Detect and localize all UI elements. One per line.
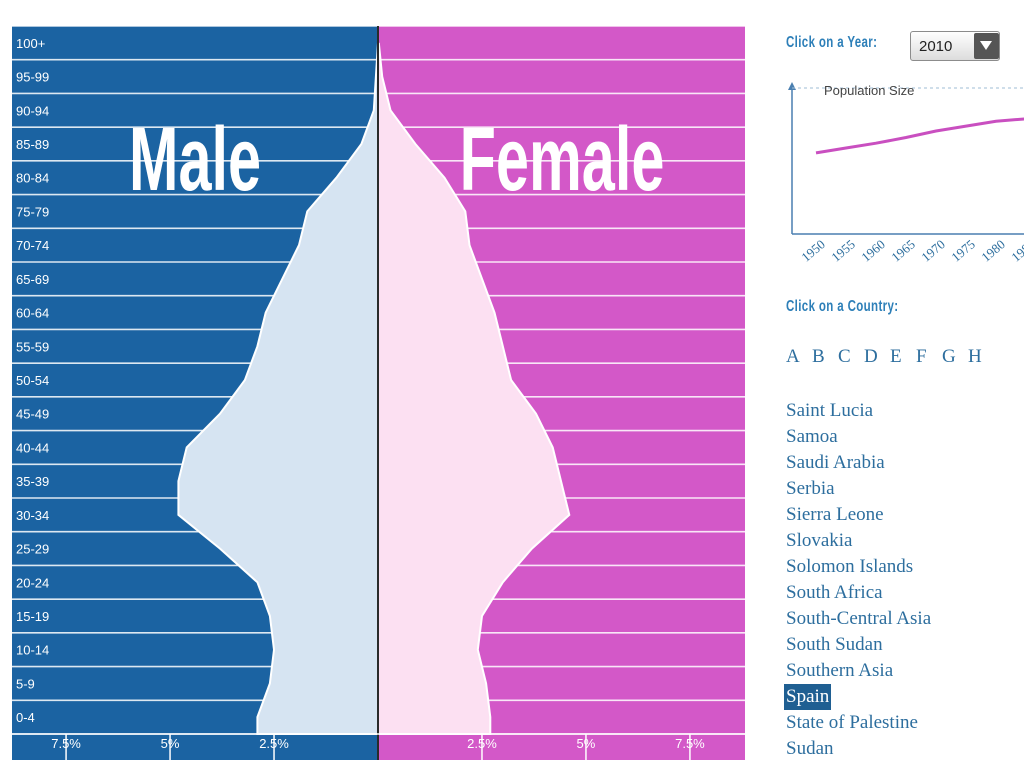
country-item-selected[interactable]: Spain — [784, 684, 832, 710]
age-group-label: 100+ — [16, 36, 45, 51]
country-list: Saint Lucia Samoa Saudi Arabia Serbia Sierra… — [784, 398, 933, 762]
country-item[interactable]: Sudan — [786, 738, 834, 759]
country-item[interactable]: South Africa — [786, 582, 883, 603]
year-tick-label: 1950 — [798, 236, 828, 264]
age-group-label: 10-14 — [16, 643, 49, 658]
age-group-label: 0-4 — [16, 710, 35, 725]
year-tick-label: 1975 — [948, 236, 978, 264]
dropdown-arrow-icon[interactable] — [973, 33, 999, 59]
line-chart-title: Population Size — [824, 83, 914, 98]
population-size-chart: Population Size 1950 1955 1960 1965 1970 1975… — [788, 82, 1024, 265]
letter-link[interactable]: D — [864, 346, 878, 367]
age-group-label: 40-44 — [16, 440, 49, 455]
letter-link[interactable]: G — [942, 346, 956, 367]
population-line — [815, 117, 1024, 155]
year-tick-labels: 195019551960196519701975198019851990 — [798, 236, 1024, 264]
country-item[interactable]: Saint Lucia — [786, 400, 874, 421]
female-population-area — [377, 42, 571, 735]
year-tick-label: 1985 — [1008, 236, 1024, 264]
x-axis-ticks: 7.5% 5% 2.5% 2.5% 5% 7.5% — [12, 733, 745, 760]
year-picker-label: Click on a Year: — [786, 34, 878, 51]
age-group-label: 80-84 — [16, 171, 49, 186]
age-group-label: 70-74 — [16, 238, 49, 253]
country-item[interactable]: Sierra Leone — [786, 504, 884, 525]
letter-link[interactable]: B — [812, 346, 825, 367]
year-select[interactable]: 2010 — [910, 31, 1000, 61]
age-group-label: 35-39 — [16, 474, 49, 489]
y-axis-arrow-icon — [788, 82, 796, 90]
country-item[interactable]: Slovakia — [786, 530, 853, 551]
country-item[interactable]: Southern Asia — [786, 660, 894, 681]
age-group-label: 20-24 — [16, 575, 49, 590]
year-tick-label: 1965 — [888, 236, 918, 264]
age-group-label: 85-89 — [16, 137, 49, 152]
age-group-label: 90-94 — [16, 103, 49, 118]
country-item[interactable]: Serbia — [786, 478, 835, 499]
age-group-label: 45-49 — [16, 407, 49, 422]
age-group-label: 65-69 — [16, 272, 49, 287]
male-population-area — [177, 42, 379, 735]
age-group-label: 60-64 — [16, 306, 49, 321]
age-group-label: 75-79 — [16, 204, 49, 219]
age-group-label: 15-19 — [16, 609, 49, 624]
country-item[interactable]: Saudi Arabia — [786, 452, 885, 473]
age-group-label: 30-34 — [16, 508, 49, 523]
female-label: Female — [460, 110, 665, 210]
year-tick-label: 1960 — [858, 236, 888, 264]
letter-link[interactable]: E — [890, 346, 902, 367]
country-item[interactable]: Solomon Islands — [786, 556, 914, 577]
x-tick-label: 5% — [161, 736, 180, 751]
age-group-label: 55-59 — [16, 339, 49, 354]
letter-link[interactable]: F — [916, 346, 927, 367]
x-tick-label: 7.5% — [51, 736, 81, 751]
country-item[interactable]: South-Central Asia — [786, 608, 932, 629]
country-item[interactable]: South Sudan — [786, 634, 883, 655]
male-label: Male — [129, 110, 261, 210]
x-tick-label: 2.5% — [259, 736, 289, 751]
age-group-label: 5-9 — [16, 676, 35, 691]
country-picker-label: Click on a Country: — [786, 298, 899, 315]
country-item[interactable]: Samoa — [786, 426, 838, 447]
age-group-label: 50-54 — [16, 373, 49, 388]
x-tick-label: 7.5% — [675, 736, 705, 751]
age-group-label: 95-99 — [16, 70, 49, 85]
age-group-labels: 100+ 95-99 90-94 85-89 80-84 75-79 70-74 65-69 6… — [16, 36, 49, 725]
country-item[interactable]: State of Palestine — [786, 712, 918, 733]
x-tick-label: 2.5% — [467, 736, 497, 751]
x-tick-label: 5% — [577, 736, 596, 751]
population-pyramid-chart: 100+ 95-99 90-94 85-89 80-84 75-79 70-74 65-69 6… — [12, 25, 745, 760]
letter-link[interactable]: A — [786, 346, 800, 367]
letter-link[interactable]: C — [838, 346, 851, 367]
year-tick-label: 1980 — [978, 236, 1008, 264]
age-group-label: 25-29 — [16, 542, 49, 557]
year-tick-label: 1970 — [918, 236, 948, 264]
year-select-value: 2010 — [919, 37, 953, 55]
letter-link[interactable]: H — [968, 346, 982, 367]
year-tick-label: 1955 — [828, 236, 858, 264]
